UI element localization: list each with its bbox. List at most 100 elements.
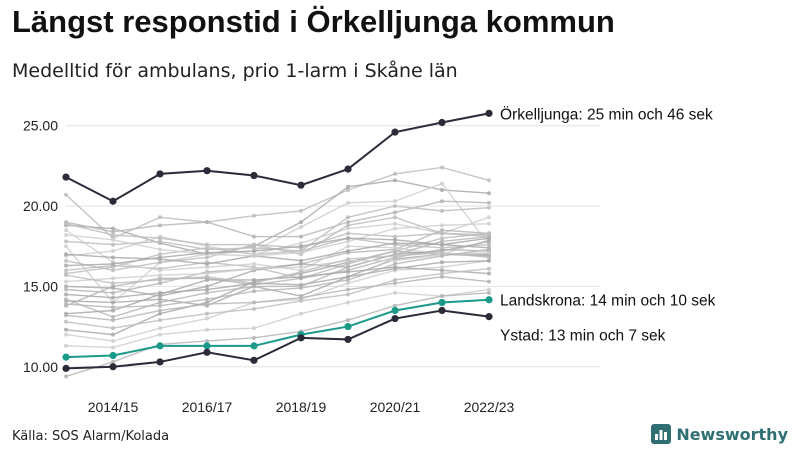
background-data-point <box>205 220 209 225</box>
x-tick-label: 2016/17 <box>182 399 233 415</box>
background-data-point <box>299 241 303 246</box>
background-data-point <box>299 269 303 274</box>
highlight-series-line <box>65 309 490 370</box>
x-tick-label: 2020/21 <box>370 399 421 415</box>
highlight-series-line <box>65 298 490 359</box>
background-series-line <box>65 248 490 308</box>
highlight-data-point <box>485 296 493 304</box>
background-data-point <box>393 303 397 308</box>
background-data-point <box>393 261 397 266</box>
background-data-point <box>111 255 115 260</box>
background-data-point <box>346 274 350 279</box>
background-data-point <box>64 319 68 324</box>
background-data-point <box>299 261 303 266</box>
background-data-point <box>111 332 115 337</box>
background-series-line <box>65 259 490 299</box>
brand-name: Newsworthy <box>676 424 788 444</box>
background-data-point <box>346 187 350 192</box>
highlight-data-point <box>391 314 399 323</box>
highlight-data-point <box>250 342 258 350</box>
background-data-point <box>252 335 256 340</box>
background-data-point <box>111 232 115 237</box>
chart-subtitle: Medelltid för ambulans, prio 1-larm i Sk… <box>12 60 458 82</box>
background-data-point <box>252 261 256 266</box>
background-data-point <box>487 290 491 295</box>
background-data-point <box>487 287 491 292</box>
background-data-point <box>111 229 115 234</box>
background-data-point <box>111 308 115 313</box>
background-data-point <box>393 277 397 282</box>
background-data-point <box>158 290 162 295</box>
background-data-point <box>205 327 209 332</box>
background-series-line <box>65 235 490 318</box>
highlight-data-point <box>344 165 352 173</box>
background-series-line <box>65 229 490 294</box>
background-data-point <box>440 187 444 192</box>
background-data-point <box>393 234 397 239</box>
background-series-line <box>65 251 490 283</box>
background-data-point <box>346 318 350 323</box>
background-data-point <box>158 297 162 302</box>
background-data-point <box>64 273 68 278</box>
background-data-point <box>440 239 444 244</box>
background-series-line <box>65 253 489 307</box>
background-data-point <box>393 204 397 209</box>
background-data-point <box>299 265 303 270</box>
highlight-data-point <box>485 313 493 321</box>
background-data-point <box>64 343 68 348</box>
background-data-point <box>111 242 115 247</box>
background-data-point <box>346 184 350 189</box>
background-data-point <box>487 200 491 205</box>
background-data-point <box>205 255 209 260</box>
background-series <box>64 165 491 379</box>
background-data-point <box>487 266 491 271</box>
newsworthy-logo-icon <box>651 424 672 444</box>
background-data-point <box>299 311 303 316</box>
x-tick-label: 2014/15 <box>88 399 139 415</box>
y-tick-label: 15.00 <box>23 278 58 294</box>
background-data-point <box>487 279 491 284</box>
highlight-data-point <box>391 128 399 136</box>
background-data-point <box>299 274 303 279</box>
background-data-point <box>64 374 68 379</box>
background-data-point <box>393 281 397 286</box>
highlight-series-line <box>65 112 490 203</box>
background-data-point <box>64 258 68 263</box>
background-data-point <box>393 241 397 246</box>
background-data-point <box>64 268 68 273</box>
x-axis-ticks: 2014/15 2016/17 2018/19 2020/21 2022/23 <box>88 399 515 415</box>
background-data-point <box>252 213 256 218</box>
background-data-point <box>111 276 115 281</box>
series-annotation: Örkelljunga: 25 min och 46 sek <box>500 105 713 123</box>
background-data-point <box>111 295 115 300</box>
background-series-line <box>65 166 490 240</box>
background-data-point <box>158 332 162 337</box>
background-data-point <box>346 239 350 244</box>
background-data-point <box>487 242 491 247</box>
background-data-point <box>252 281 256 286</box>
background-data-point <box>111 226 115 231</box>
background-series-line <box>65 251 490 284</box>
background-data-point <box>64 327 68 332</box>
x-tick-label: 2018/19 <box>276 399 327 415</box>
background-data-point <box>252 277 256 282</box>
highlight-data-point <box>62 353 70 361</box>
background-data-point <box>252 326 256 331</box>
source-note: Källa: SOS Alarm/Kolada <box>12 429 170 444</box>
highlight-data-point <box>156 342 164 350</box>
highlight-data-point <box>109 351 117 360</box>
background-data-point <box>299 234 303 239</box>
background-data-point <box>346 249 350 254</box>
series-annotations: Örkelljunga: 25 min och 46 sek Landskrona… <box>500 105 716 344</box>
background-data-point <box>252 234 256 239</box>
background-data-point <box>111 261 115 266</box>
background-data-point <box>111 318 115 323</box>
background-data-point <box>440 165 444 170</box>
background-data-point <box>487 250 491 255</box>
background-data-point <box>393 237 397 242</box>
background-data-point <box>346 226 350 231</box>
background-data-point <box>64 232 68 237</box>
background-data-point <box>440 228 444 233</box>
background-data-point <box>205 274 209 279</box>
background-data-point <box>299 286 303 291</box>
